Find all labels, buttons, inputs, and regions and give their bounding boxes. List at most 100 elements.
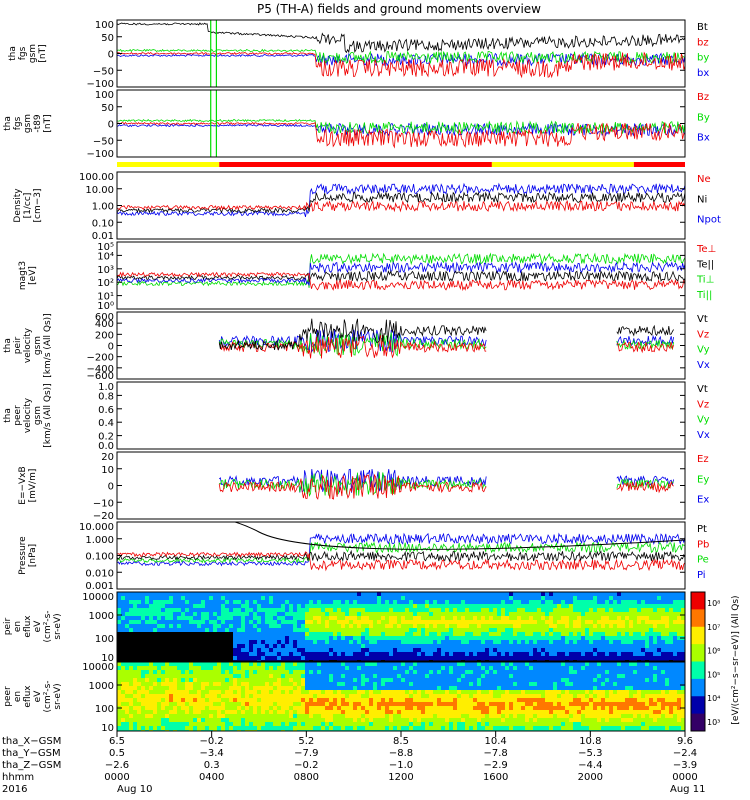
- spectrogram-cell: [125, 640, 129, 644]
- spectrogram-cell: [225, 722, 229, 726]
- spectrogram-cell: [249, 600, 253, 604]
- spectrogram-cell: [549, 648, 553, 652]
- spectrogram-cell: [473, 710, 477, 714]
- series-line: [117, 118, 685, 135]
- spectrogram-cell: [617, 652, 621, 656]
- spectrogram-cell: [585, 596, 589, 600]
- spectrogram-cell: [429, 620, 433, 624]
- spectrogram-cell: [349, 612, 353, 616]
- spectrogram-cell: [205, 616, 209, 620]
- spectrogram-cell: [681, 616, 685, 620]
- spectrogram-cell: [141, 714, 145, 718]
- spectrogram-cell: [437, 694, 441, 698]
- spectrogram-cell: [509, 656, 513, 660]
- spectrogram-cell: [241, 592, 245, 596]
- spectrogram-cell: [665, 592, 669, 596]
- spectrogram-cell: [353, 620, 357, 624]
- spectrogram-cell: [469, 662, 473, 666]
- spectrogram-cell: [221, 616, 225, 620]
- spectrogram-cell: [213, 698, 217, 702]
- spectrogram-cell: [173, 624, 177, 628]
- spectrogram-cell: [409, 666, 413, 670]
- spectrogram-cell: [521, 616, 525, 620]
- spectrogram-cell: [497, 620, 501, 624]
- spectrogram-cell: [573, 706, 577, 710]
- spectrogram-cell: [497, 640, 501, 644]
- tick-label: 10⁵: [97, 242, 114, 253]
- spectrogram-cell: [177, 604, 181, 608]
- spectrogram-cell: [369, 640, 373, 644]
- spectrogram-cell: [653, 648, 657, 652]
- spectrogram-cell: [297, 648, 301, 652]
- spectrogram-cell: [521, 714, 525, 718]
- spectrogram-cell: [509, 632, 513, 636]
- spectrogram-cell: [393, 600, 397, 604]
- spectrogram-cell: [645, 612, 649, 616]
- spectrogram-cell: [553, 644, 557, 648]
- series-line: [218, 318, 487, 351]
- spectrogram-cell: [273, 640, 277, 644]
- series-line: [218, 472, 487, 497]
- spectrogram-cell: [573, 592, 577, 596]
- spectrogram-cell: [325, 718, 329, 722]
- spectrogram-cell: [445, 674, 449, 678]
- tick-label: 0.100: [85, 552, 114, 563]
- series-line: [117, 551, 685, 572]
- spectrogram-cell: [225, 648, 229, 652]
- spectrogram-cell: [541, 640, 545, 644]
- spectrogram-cell: [605, 612, 609, 616]
- spectrogram-cell: [493, 592, 497, 596]
- spectrogram-cell: [577, 640, 581, 644]
- spectrogram-cell: [465, 714, 469, 718]
- spectrogram-cell: [149, 670, 153, 674]
- spectrogram-cell: [237, 690, 241, 694]
- spectrogram-cell: [505, 722, 509, 726]
- spectrogram-cell: [621, 624, 625, 628]
- spectrogram-cell: [453, 616, 457, 620]
- spectrogram-cell: [433, 648, 437, 652]
- spectrogram-cell: [277, 686, 281, 690]
- spectrogram-cell: [489, 666, 493, 670]
- spectrogram-cell: [509, 670, 513, 674]
- spectrogram-cell: [409, 596, 413, 600]
- spectrogram-cell: [305, 686, 309, 690]
- panel-ion_velocity: tha peir velocity gsm [km/s (All Qs)] 6004002…: [3, 311, 710, 382]
- spectrogram-cell: [361, 620, 365, 624]
- spectrogram-cell: [541, 616, 545, 620]
- spectrogram-cell: [521, 608, 525, 612]
- spectrogram-cell: [565, 694, 569, 698]
- spectrogram-cell: [453, 596, 457, 600]
- legend-label: Vx: [697, 360, 710, 371]
- spectrogram-cell: [209, 662, 213, 666]
- spectrogram-cell: [289, 690, 293, 694]
- spectrogram-cell: [585, 718, 589, 722]
- spectrogram-cell: [677, 596, 681, 600]
- spectrogram-cell: [237, 628, 241, 632]
- spectrogram-cell: [565, 624, 569, 628]
- spectrogram-cell: [589, 678, 593, 682]
- spectrogram-cell: [581, 674, 585, 678]
- spectrogram-cell: [569, 652, 573, 656]
- spectrogram-cell: [481, 714, 485, 718]
- spectrogram-cell: [185, 710, 189, 714]
- spectrogram-cell: [169, 690, 173, 694]
- spectrogram-cell: [301, 656, 305, 660]
- spectrogram-cell: [413, 694, 417, 698]
- spectrogram-cell: [549, 670, 553, 674]
- spectrogram-cell: [157, 648, 161, 652]
- spectrogram-cell: [493, 632, 497, 636]
- spectrogram-cell: [277, 682, 281, 686]
- spectrogram-cell: [209, 612, 213, 616]
- spectrogram-cell: [409, 686, 413, 690]
- spectrogram-cell: [593, 616, 597, 620]
- spectrogram-cell: [477, 652, 481, 656]
- spectrogram-cell: [217, 726, 221, 730]
- spectrogram-cell: [329, 656, 333, 660]
- spectrogram-cell: [485, 620, 489, 624]
- spectrogram-cell: [433, 666, 437, 670]
- spectrogram-cell: [669, 632, 673, 636]
- spectrogram-cell: [429, 678, 433, 682]
- spectrogram-cell: [225, 612, 229, 616]
- spectrogram-cell: [185, 714, 189, 718]
- spectrogram-cell: [509, 714, 513, 718]
